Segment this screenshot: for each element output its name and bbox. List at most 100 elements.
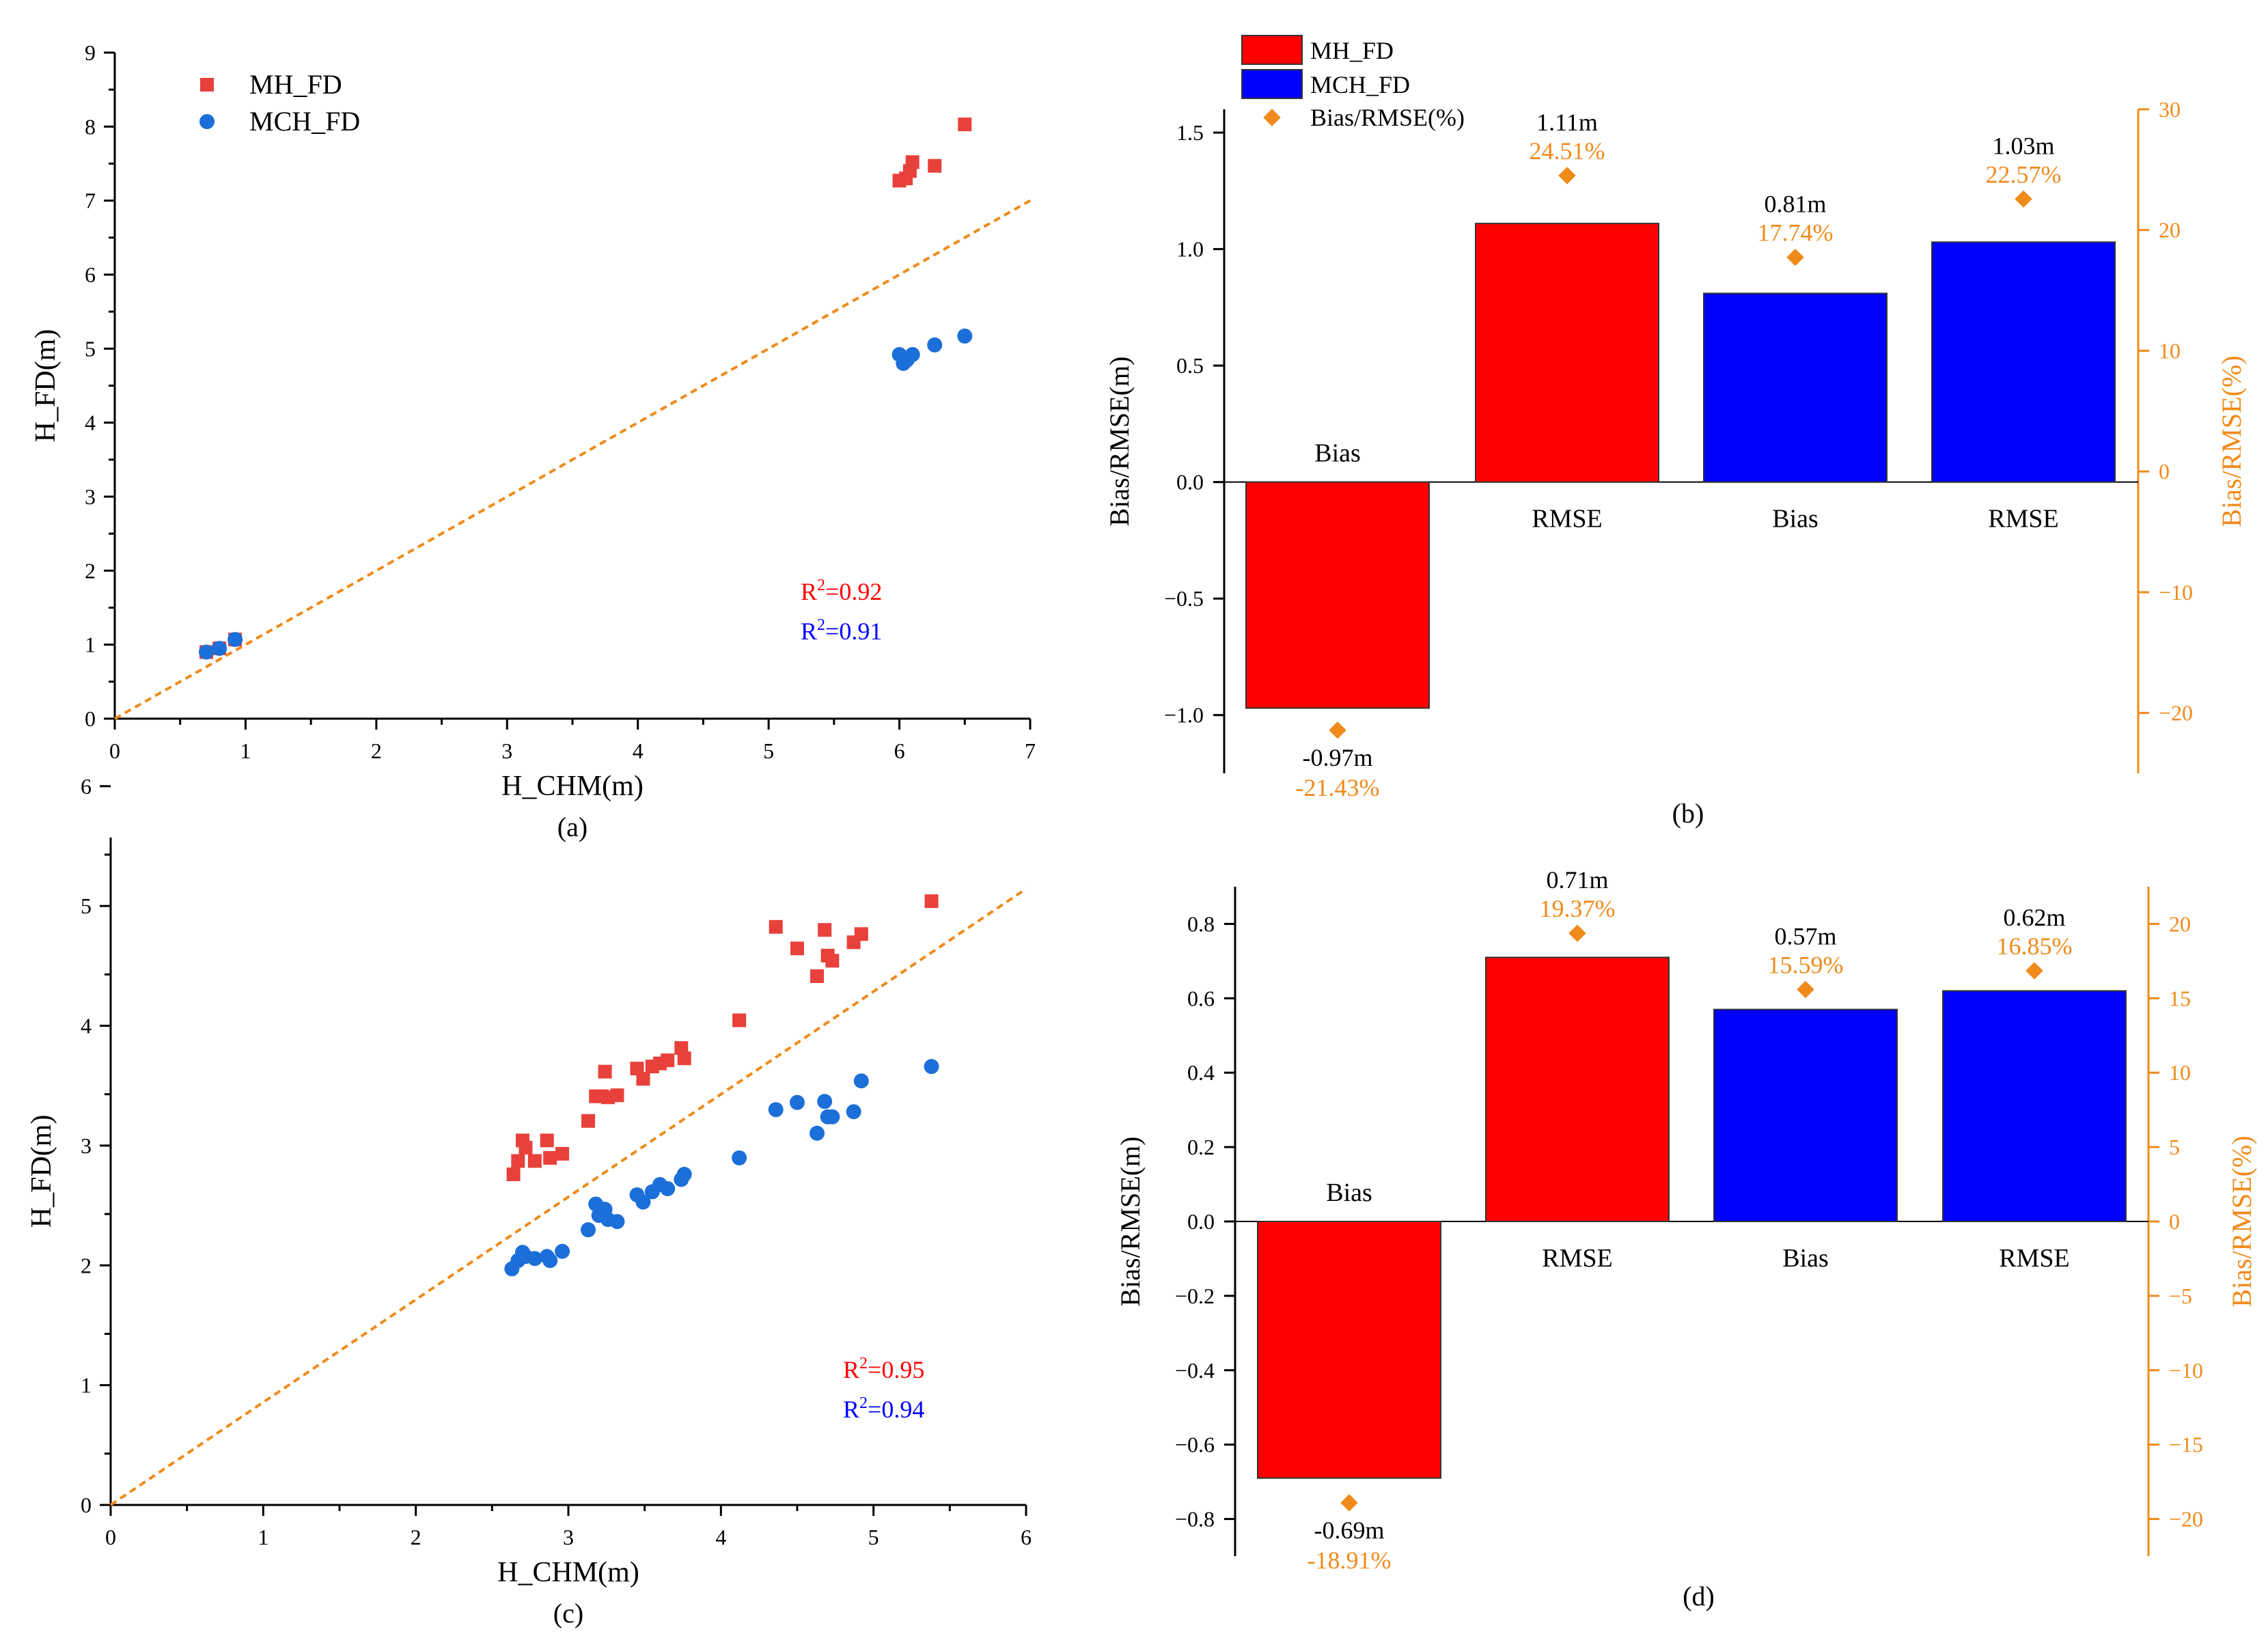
data-point-mh-fd [674,1041,689,1055]
data-point-mch-fd [542,1253,558,1269]
data-point-mh-fd [636,1072,650,1086]
x-tick-label: 1 [240,738,251,763]
r-squared-annotation: R2=0.95 [843,1355,924,1383]
percent-diamond-marker [1786,248,1804,266]
x-tick-label: 0 [109,738,120,763]
right-tick-label: 20 [2169,911,2191,936]
bar-percent-label: -21.43% [1296,774,1380,801]
left-tick-label: 0.2 [1187,1135,1215,1159]
legend-label: Bias/RMSE(%) [1310,104,1465,131]
legend-circle-icon [199,114,215,129]
data-point-mh-fd [677,1051,691,1066]
category-label: RMSE [1988,505,2058,534]
left-tick-label: −0.5 [1164,586,1204,611]
bar-percent-label: 19.37% [1540,895,1616,922]
data-point-mh-fd [790,941,804,956]
bar-value-label: 0.57m [1774,922,1836,950]
data-point-mh-fd [924,894,939,909]
bar-panel-d: −0.8 −0.6 −0.4 −0.2 0.0 0.2 0.4 0.6 0.8 −20 −15 −10… [1115,866,2257,1612]
y-tick-label: 0 [81,1493,92,1517]
left-tick-label: 0.5 [1176,353,1204,378]
data-point-mh-fd [506,1167,521,1182]
panel-label: (a) [557,812,587,842]
left-tick-label: 0.8 [1187,911,1215,936]
percent-diamond-marker [1568,924,1586,942]
y-tick-label: 1 [81,1373,92,1398]
scatter-panel-a: 0 1 2 3 4 5 6 7 0 1 2 3 4 5 6 7 8 9 H_CHM(m) H_FD(m) (a) MH_F… [30,40,1036,842]
right-tick-label: 10 [2159,338,2181,363]
data-point-mh-fd [810,969,825,983]
right-axis-title: Bias/RMSE(%) [2226,1135,2257,1307]
panel-label: (c) [553,1598,583,1629]
data-point-mh-fd [511,1154,525,1168]
percent-diamond-marker [1558,167,1576,184]
percent-diamond-marker [1797,980,1814,999]
y-tick-label: 4 [81,1014,92,1038]
r-squared-annotation: R2=0.92 [801,577,882,605]
data-point-mch-fd [581,1222,596,1238]
x-axis-title: H_CHM(m) [497,1557,639,1588]
right-tick-label: −15 [2169,1433,2203,1457]
left-tick-label: −0.6 [1175,1433,1215,1457]
scatter-panel-c: 0 1 2 3 4 5 6 0 1 2 3 4 5 6 H_CHM(m) H_FD(m) (c) R2=0.95 R… [26,774,1032,1629]
x-tick-label: 7 [1025,738,1036,763]
legend-label: MCH_FD [249,106,360,137]
y-tick-label: 6 [85,262,96,287]
percent-diamond-marker [2015,190,2032,208]
data-point-mch-fd [227,632,243,648]
left-tick-label: −0.8 [1175,1507,1215,1532]
r-squared-annotation: R2=0.94 [843,1394,924,1423]
r-squared-annotation: R2=0.91 [801,616,882,645]
data-point-mh-fd [818,923,832,937]
one-to-one-reference-line [109,887,1027,1506]
data-point-mh-fd [630,1062,644,1076]
category-label: RMSE [1542,1244,1612,1273]
data-point-mh-fd [958,118,972,132]
left-tick-label: 1.5 [1176,120,1204,145]
bar-value-label: 0.81m [1764,191,1826,218]
data-point-mh-fd [905,155,919,169]
left-tick-label: −0.2 [1175,1284,1215,1308]
data-point-mch-fd [927,337,943,352]
left-tick-label: 0.0 [1187,1209,1215,1234]
bar-rmse [1485,956,1670,1222]
percent-diamond-marker [2025,962,2043,980]
data-point-mch-fd [817,1094,833,1109]
right-tick-label: 15 [2169,986,2191,1010]
bar-bias [1713,1008,1898,1222]
x-axis-title: H_CHM(m) [501,771,644,802]
data-point-mch-fd [555,1243,570,1259]
x-tick-label: 5 [763,738,774,763]
bar-panel-b: −1.0 −0.5 0.0 0.5 1.0 1.5 −20 −10 0 10 20 30 Bias -0.… [1104,35,2247,829]
right-tick-label: −10 [2159,580,2193,605]
right-tick-label: −5 [2169,1284,2192,1308]
data-point-mh-fd [527,1154,542,1168]
legend-blue-swatch [1241,69,1303,99]
data-point-mh-fd [854,927,868,941]
bar-value-label: -0.97m [1303,744,1373,771]
right-tick-label: 5 [2169,1135,2180,1159]
x-tick-label: 2 [411,1525,421,1549]
category-label: Bias [1326,1178,1372,1207]
bar-percent-label: -18.91% [1308,1547,1392,1574]
y-tick-label: 3 [81,1133,92,1158]
right-tick-label: 20 [2159,218,2181,243]
left-axis-title: Bias/RMSE(m) [1104,357,1135,527]
panel-label: (b) [1672,798,1704,829]
right-tick-label: −20 [2169,1507,2203,1532]
data-point-mch-fd [199,644,214,660]
data-point-mh-fd [543,1150,557,1165]
category-label: RMSE [1999,1244,2069,1273]
y-tick-label: 2 [85,558,96,583]
bar-bias [1703,292,1887,483]
y-tick-label: 1 [85,633,96,657]
y-tick-label: 5 [85,336,96,361]
bar-value-label: 1.03m [1992,132,2054,159]
data-point-mch-fd [924,1059,939,1075]
bar-rmse [1931,241,2116,483]
data-point-mh-fd [661,1053,675,1068]
data-point-mh-fd [555,1146,570,1161]
category-label: RMSE [1532,505,1602,534]
right-axis-title: Bias/RMSE(%) [2216,355,2247,527]
data-point-mch-fd [609,1214,625,1230]
